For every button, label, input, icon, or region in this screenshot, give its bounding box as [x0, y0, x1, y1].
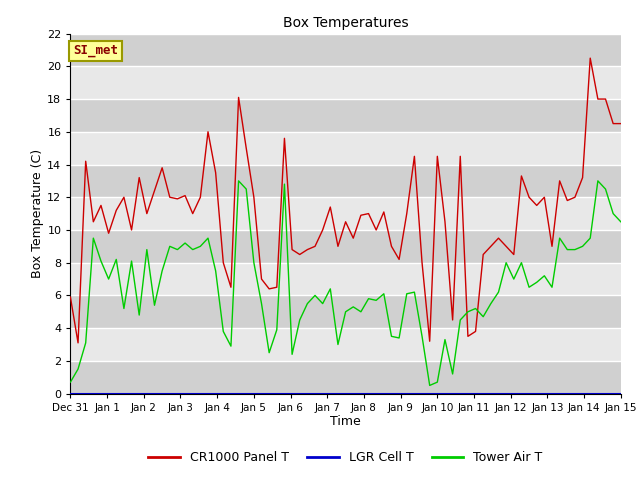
Bar — [70, 66, 621, 99]
Bar — [70, 34, 621, 66]
Title: Box Temperatures: Box Temperatures — [283, 16, 408, 30]
Legend: CR1000 Panel T, LGR Cell T, Tower Air T: CR1000 Panel T, LGR Cell T, Tower Air T — [143, 446, 548, 469]
Bar — [70, 132, 621, 165]
Bar — [70, 295, 621, 328]
Bar — [70, 197, 621, 230]
Bar — [70, 328, 621, 361]
Text: SI_met: SI_met — [73, 44, 118, 58]
Bar — [70, 361, 621, 394]
Bar — [70, 99, 621, 132]
Bar — [70, 230, 621, 263]
X-axis label: Time: Time — [330, 415, 361, 429]
Bar — [70, 165, 621, 197]
Y-axis label: Box Temperature (C): Box Temperature (C) — [31, 149, 44, 278]
Bar — [70, 263, 621, 295]
